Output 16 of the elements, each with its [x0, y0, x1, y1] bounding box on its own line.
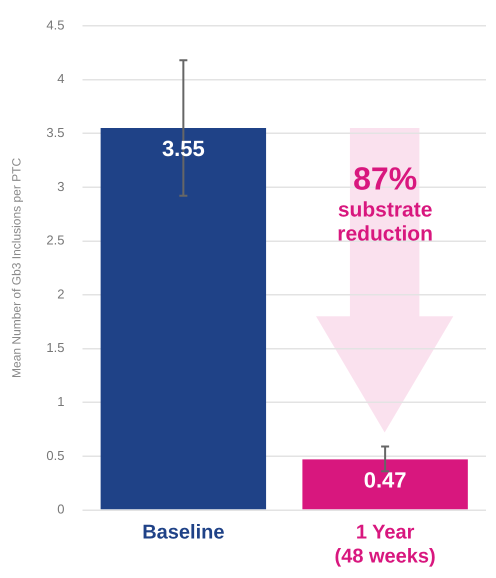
y-tick-label: 3.5	[46, 124, 64, 140]
y-axis-title: Mean Number of Gb3 Inclusions per PTC	[10, 158, 24, 378]
data-label: 0.47	[364, 467, 407, 492]
y-tick-label: 0.5	[46, 448, 64, 463]
y-tick-label: 0	[57, 502, 64, 517]
y-tick-label: 4.5	[46, 17, 64, 32]
y-tick-label: 2.5	[46, 232, 64, 248]
x-tick-label: 1 Year (48 weeks)	[334, 522, 436, 568]
y-tick-label: 2	[57, 286, 64, 302]
y-tick-label: 4	[57, 71, 64, 86]
annotation: 87% substrate reduction	[337, 160, 433, 246]
y-tick-label: 3	[57, 178, 64, 194]
y-tick-label: 1.5	[46, 340, 64, 356]
data-label: 3.55	[162, 136, 205, 162]
x-tick-label: Baseline	[142, 522, 224, 544]
y-tick-label: 1	[57, 394, 64, 409]
